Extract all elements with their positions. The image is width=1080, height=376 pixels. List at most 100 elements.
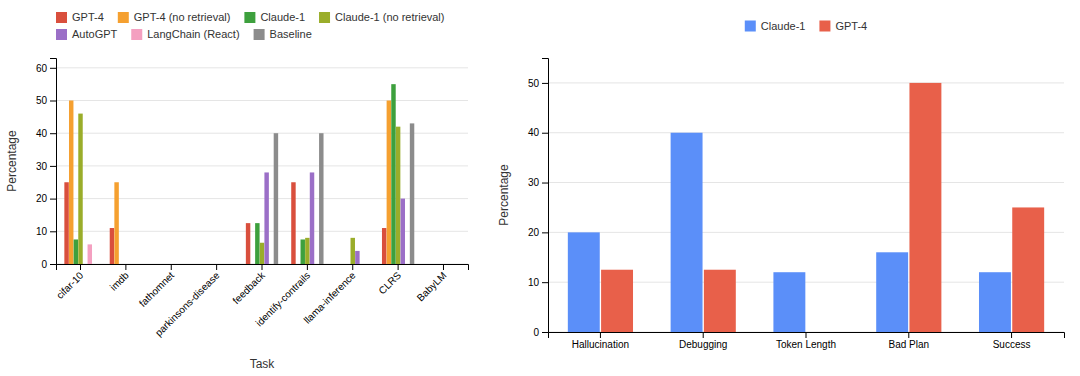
legend-label: Claude-1 xyxy=(260,11,305,23)
x-tick-mark xyxy=(908,332,909,338)
bar xyxy=(219,264,223,265)
x-tick: imdb xyxy=(108,264,131,293)
legend-swatch xyxy=(319,12,330,23)
y-tick-label: 60 xyxy=(36,63,48,74)
x-tick: Success xyxy=(993,332,1031,350)
bar xyxy=(310,172,314,264)
x-tick-label: parkinsons-disease xyxy=(153,269,222,338)
bar xyxy=(114,182,118,264)
bar xyxy=(387,101,391,264)
legend-swatch xyxy=(56,12,67,23)
y-tick-mark xyxy=(542,282,548,283)
bar xyxy=(451,264,455,265)
bar xyxy=(601,270,633,332)
bar xyxy=(269,264,273,265)
bar xyxy=(64,182,68,264)
bar xyxy=(455,264,459,265)
y-tick-mark xyxy=(542,133,548,134)
bar xyxy=(337,264,341,265)
x-tick-label: Hallucination xyxy=(572,339,629,350)
bar xyxy=(205,264,209,265)
bar xyxy=(224,264,228,265)
bar xyxy=(128,264,132,265)
bar xyxy=(83,264,87,265)
legend: Claude-1GPT-4 xyxy=(745,20,867,32)
y-tick: 20 xyxy=(528,227,548,238)
x-tick: Bad Plan xyxy=(888,332,929,350)
legend-swatch xyxy=(131,29,142,40)
y-axis-title: Percentage xyxy=(5,130,19,192)
y-tick: 10 xyxy=(528,277,548,288)
y-axis-title: Percentage xyxy=(497,164,511,226)
bar xyxy=(200,264,204,265)
bar xyxy=(341,264,345,265)
y-axis: 01020304050 xyxy=(528,59,549,338)
x-tick: parkinsons-disease xyxy=(153,264,222,338)
bar-series xyxy=(69,101,391,264)
x-tick-label: BabyLM xyxy=(415,270,449,304)
y-tick: 50 xyxy=(528,78,548,89)
y-tick-mark xyxy=(50,68,56,69)
x-tick-label: feedback xyxy=(230,269,267,306)
bar xyxy=(807,332,839,333)
grid-line xyxy=(56,165,468,166)
bar xyxy=(301,239,305,264)
x-tick-mark xyxy=(262,264,263,270)
bar xyxy=(704,270,736,332)
legend-label: GPT-4 xyxy=(72,11,104,23)
x-tick-label: llama-inference xyxy=(302,269,358,325)
y-tick: 60 xyxy=(36,63,56,74)
bar xyxy=(274,133,278,264)
y-tick-label: 40 xyxy=(528,127,540,138)
x-tick-label: Success xyxy=(993,339,1031,350)
x-tick: llama-inference xyxy=(302,264,358,326)
legend-swatch xyxy=(819,21,830,32)
y-tick-label: 30 xyxy=(528,177,540,188)
legend-label: GPT-4 (no retrieval) xyxy=(134,11,231,23)
bar-series xyxy=(74,84,396,264)
legend-label: GPT-4 xyxy=(835,20,867,32)
x-tick-mark xyxy=(398,264,399,270)
grid xyxy=(56,68,468,264)
y-tick-label: 30 xyxy=(36,161,48,172)
grid-line xyxy=(56,100,468,101)
bar xyxy=(183,264,187,265)
bar xyxy=(246,223,250,264)
y-tick-mark xyxy=(50,133,56,134)
grid-line xyxy=(548,82,1064,83)
chart: 01020304050HallucinationDebuggingToken L… xyxy=(497,20,1065,351)
bar xyxy=(255,223,259,264)
x-tick-label: Bad Plan xyxy=(888,339,929,350)
legend-label: LangChain (React) xyxy=(147,28,239,40)
bar xyxy=(214,264,218,265)
x-tick-mark xyxy=(806,332,807,338)
bar xyxy=(92,264,96,265)
x-tick-mark xyxy=(80,264,81,270)
legend-label: AutoGPT xyxy=(72,28,118,40)
bar xyxy=(979,272,1011,332)
bar xyxy=(355,251,359,264)
legend-item: LangChain (React) xyxy=(131,28,239,40)
bar xyxy=(360,264,364,265)
legend-label: Baseline xyxy=(270,28,312,40)
x-tick-mark xyxy=(307,264,308,270)
bar xyxy=(174,264,178,265)
bar-series xyxy=(601,83,1044,332)
bar xyxy=(396,127,400,264)
bar xyxy=(250,264,254,265)
y-tick: 30 xyxy=(528,177,548,188)
bar xyxy=(110,228,114,264)
y-tick-mark xyxy=(542,332,548,333)
legend-item: Claude-1 xyxy=(244,11,305,23)
figure: 0102030405060cifar-10imdbfathomnetparkin… xyxy=(0,0,1080,376)
bar xyxy=(319,133,323,264)
grid xyxy=(548,83,1064,332)
bar xyxy=(264,172,268,264)
y-tick: 10 xyxy=(36,226,56,237)
bars xyxy=(64,84,414,264)
x-axis-title: Task xyxy=(250,357,276,371)
bar-series xyxy=(264,172,405,264)
y-tick-mark xyxy=(50,166,56,167)
bar-series xyxy=(568,133,1011,332)
y-tick-mark xyxy=(542,183,548,184)
